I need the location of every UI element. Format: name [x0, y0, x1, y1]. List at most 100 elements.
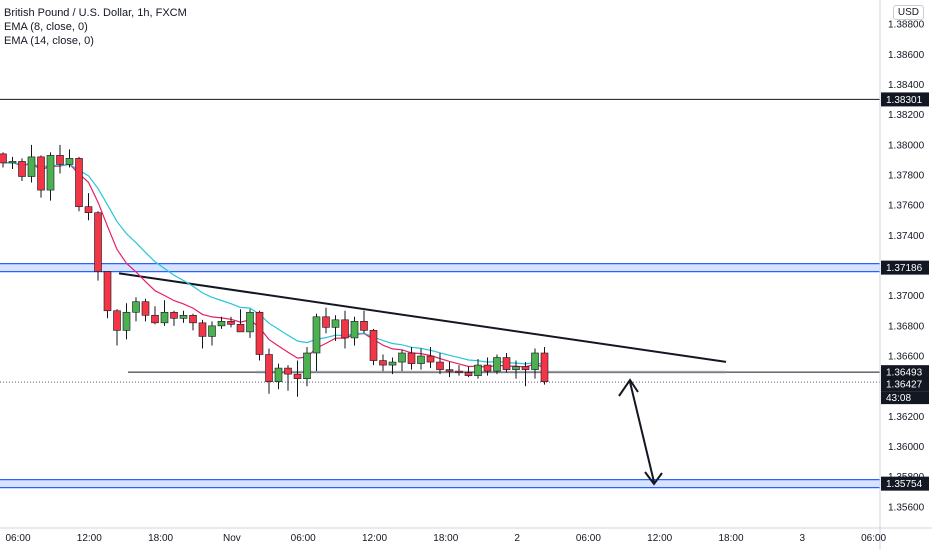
time-tick-label: 18:00 [718, 533, 743, 544]
candle [18, 158, 26, 182]
candle [312, 313, 321, 372]
candle [198, 319, 207, 349]
price-tag-top-bg [881, 92, 929, 107]
currency-button[interactable]: USD [892, 5, 924, 20]
projection-arrow [618, 378, 663, 486]
candle-body [37, 156, 45, 191]
candle-body [293, 373, 302, 379]
time-tick-label: 06:00 [861, 533, 886, 544]
time-tick-label: 18:00 [433, 533, 458, 544]
candle-body [445, 369, 454, 372]
candle-body [208, 325, 216, 337]
countdown-bg [881, 391, 929, 405]
candle-body [464, 372, 473, 376]
candle [350, 316, 359, 346]
countdown-label: 43:08 [886, 393, 911, 404]
candle [27, 144, 36, 183]
time-tick-label: Nov [223, 533, 241, 544]
price-tag-last: 1.36427 [886, 380, 923, 391]
candle [417, 348, 425, 370]
time-tick-label: 12:00 [77, 533, 102, 544]
candle-body [540, 352, 549, 382]
chart-legend: British Pound / U.S. Dollar, 1h, FXCM EM… [4, 6, 187, 48]
levels-layer [0, 98, 880, 383]
price-tag-zone-lower: 1.35754 [886, 479, 923, 490]
candle-body [407, 352, 416, 364]
price-tick-label: 1.36800 [888, 321, 925, 332]
candle [531, 348, 539, 379]
candle [37, 155, 45, 198]
candle-body [360, 321, 368, 331]
candle-body [436, 361, 444, 370]
candle [84, 193, 93, 221]
candle-body [531, 352, 539, 370]
zone-band-2 [0, 479, 880, 488]
candle-body [56, 155, 64, 165]
candle-body [113, 310, 121, 331]
candle [265, 348, 273, 394]
time-tick-label: 06:00 [5, 533, 30, 544]
price-tick-label: 1.38000 [888, 140, 925, 151]
ema14-line [2, 162, 545, 366]
candle [122, 303, 131, 340]
candle [341, 310, 349, 349]
candle [189, 313, 197, 331]
ema14-legend[interactable]: EMA (14, close, 0) [4, 35, 94, 47]
candle-body [160, 311, 169, 324]
candle-body [341, 319, 349, 339]
zones-layer [0, 263, 880, 489]
candle [445, 362, 454, 378]
symbol-title[interactable]: British Pound / U.S. Dollar, 1h, FXCM [4, 7, 187, 19]
candle-body [398, 352, 406, 363]
zone-band-1 [0, 263, 880, 272]
candle [170, 310, 178, 326]
candle-body [227, 321, 235, 325]
candle-body [132, 301, 140, 313]
price-tag-zone-upper: 1.37186 [886, 263, 923, 274]
ema8-legend[interactable]: EMA (8, close, 0) [4, 21, 88, 33]
candle-body [388, 361, 397, 366]
candle [379, 354, 387, 372]
candle [274, 363, 283, 390]
price-tick-label: 1.36600 [888, 352, 925, 363]
candle-body [198, 322, 207, 337]
candle-body [170, 311, 178, 319]
price-tick-label: 1.35600 [888, 502, 925, 513]
time-tick-label: 3 [800, 533, 806, 544]
candle-body [350, 321, 359, 339]
candle-body [122, 311, 131, 331]
price-tag-mid: 1.36493 [886, 368, 923, 379]
candle-body [0, 153, 7, 164]
candle [8, 156, 17, 169]
candle-body [322, 316, 330, 328]
price-tick-label: 1.36000 [888, 442, 925, 453]
price-tick-label: 1.38200 [888, 110, 925, 121]
candle-body [94, 212, 102, 272]
price-tick-label: 1.37800 [888, 170, 925, 181]
candle-body [46, 155, 55, 191]
descending-trendline [118, 272, 727, 363]
candle [483, 357, 492, 376]
time-axis[interactable]: 06:00 12:00 18:00 Nov 06:00 12:00 18:00 2 06:00 1… [5, 533, 886, 544]
candle [246, 309, 254, 338]
candle [0, 152, 7, 168]
candle-body [274, 367, 283, 382]
candle [436, 353, 444, 375]
candle-body [512, 366, 520, 370]
candle-body [8, 161, 17, 164]
candle [407, 346, 416, 370]
candle [217, 316, 226, 329]
arrow-up-head [618, 378, 639, 397]
candle-body [493, 357, 501, 372]
candle-body [27, 156, 36, 177]
candle-body [18, 161, 26, 177]
candle [455, 365, 463, 376]
candles-layer[interactable] [0, 144, 549, 397]
candle-body [103, 271, 112, 312]
ema8-line [2, 161, 545, 369]
level-shade-mid [256, 370, 726, 374]
candle [331, 315, 340, 341]
candle-body [189, 314, 197, 324]
candle [141, 298, 150, 322]
